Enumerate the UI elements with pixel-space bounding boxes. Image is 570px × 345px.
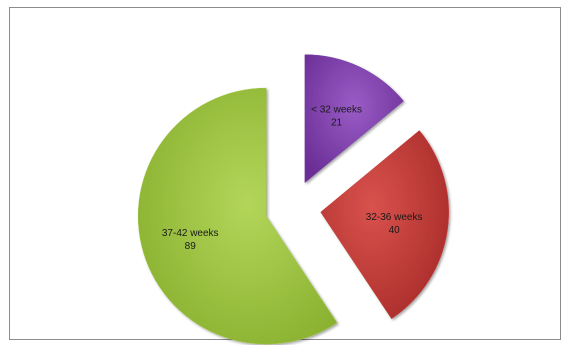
slice-category-label-3: 37-42 weeks	[162, 228, 219, 239]
pie-slice-3	[138, 87, 338, 345]
slice-value-label-1: 21	[331, 117, 343, 128]
slice-category-label-2: 32-36 weeks	[366, 212, 423, 223]
slice-category-label-1: < 32 weeks	[311, 104, 362, 115]
pie-slice-2	[320, 130, 449, 320]
pie-slice-1	[304, 54, 404, 184]
slice-value-label-3: 89	[185, 241, 197, 252]
slice-value-label-2: 40	[389, 225, 401, 236]
